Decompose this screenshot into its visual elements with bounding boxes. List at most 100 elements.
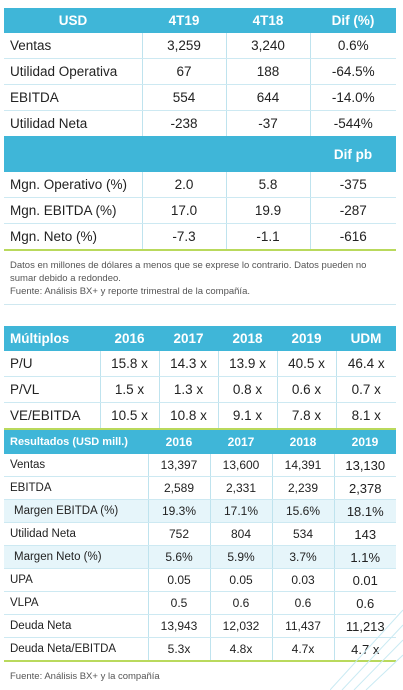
cell: 13,600	[209, 454, 272, 477]
subheader-dif-pb: Dif pb	[310, 136, 396, 172]
table-row: Utilidad Neta -238 -37 -544%	[4, 110, 396, 136]
results-table: Resultados (USD mill.) 2016 2017 2018 20…	[4, 430, 396, 683]
footnote: Datos en millones de dólares a menos que…	[10, 260, 367, 284]
row-label: P/VL	[4, 376, 100, 403]
cell: 0.05	[209, 568, 272, 592]
row-label: Mgn. Neto (%)	[10, 229, 98, 244]
cell: 3,259	[141, 33, 226, 59]
cell: -544%	[309, 110, 396, 136]
subheader-row: Dif pb	[4, 136, 396, 172]
header-year: 2017	[159, 326, 218, 351]
cell: 15.8 x	[99, 351, 159, 377]
cell: 13.9 x	[217, 351, 277, 377]
cell: 46.4 x	[335, 351, 396, 377]
divider	[4, 249, 396, 251]
cell: 0.6 x	[276, 376, 336, 403]
row-label: Mgn. Operativo (%)	[4, 172, 142, 198]
header-4t18: 4T18	[226, 8, 310, 33]
cell: 0.5	[147, 591, 210, 615]
cell: 2,378	[333, 476, 396, 500]
header-year: 2018	[272, 430, 334, 454]
cell: 19.9	[225, 197, 310, 224]
cell: 0.01	[333, 568, 396, 592]
cell: 534	[271, 522, 334, 546]
cell: 7.8 x	[276, 402, 336, 428]
summary-table: USD 4T19 4T18 Dif (%) Ventas 3,259 3,240…	[4, 8, 396, 305]
table-row: Mgn. Neto (%) -7.3 -1.1 -616	[4, 223, 396, 249]
table-row: Mgn. Operativo (%) 2.0 5.8 -375	[4, 172, 396, 198]
cell: 8.1 x	[335, 402, 396, 428]
divider	[4, 660, 396, 662]
cell: -14.0%	[309, 84, 396, 111]
table-row: Utilidad Operativa 67 188 -64.5%	[4, 58, 396, 85]
table-row: Margen EBITDA (%) 19.3% 17.1% 15.6% 18.1…	[4, 499, 396, 523]
header-year: 2016	[148, 430, 210, 454]
table-row: Utilidad Neta 752 804 534 143	[4, 522, 396, 546]
cell: -37	[225, 110, 310, 136]
cell: 0.6	[209, 591, 272, 615]
cell: 15.6%	[271, 499, 334, 523]
row-label: Margen Neto (%)	[4, 545, 148, 569]
cell: 5.6%	[147, 545, 210, 569]
header-usd: USD	[4, 8, 142, 33]
cell: 13,397	[147, 454, 210, 477]
cell: 804	[209, 522, 272, 546]
row-label: Utilidad Neta	[4, 522, 148, 546]
table-row: Deuda Neta 13,943 12,032 11,437 11,213	[4, 614, 396, 638]
cell: 2,331	[209, 476, 272, 500]
header-multiplos: Múltiplos	[4, 326, 100, 351]
cell: -375	[309, 172, 396, 198]
cell: 2,239	[271, 476, 334, 500]
cell: 1.1%	[333, 545, 396, 569]
table-row: UPA 0.05 0.05 0.03 0.01	[4, 568, 396, 592]
cell: 0.6%	[309, 33, 396, 59]
row-label: VLPA	[4, 591, 148, 615]
table-row: Deuda Neta/EBITDA 5.3x 4.8x 4.7x 4.7 x	[4, 637, 396, 660]
row-label: EBITDA	[4, 84, 142, 111]
row-label: Utilidad Neta	[10, 116, 88, 131]
cell: 10.8 x	[158, 402, 218, 428]
cell: 67	[141, 58, 226, 85]
header-year: 2017	[210, 430, 272, 454]
cell: 14,391	[271, 454, 334, 477]
table-row: P/U 15.8 x 14.3 x 13.9 x 40.5 x 46.4 x	[4, 351, 396, 377]
table-row: EBITDA 2,589 2,331 2,239 2,378	[4, 476, 396, 500]
header-dif: Dif (%)	[310, 8, 396, 33]
cell: -7.3	[141, 223, 226, 249]
table-row: P/VL 1.5 x 1.3 x 0.8 x 0.6 x 0.7 x	[4, 376, 396, 403]
cell: 10.5 x	[99, 402, 159, 428]
row-label: Utilidad Operativa	[4, 58, 142, 85]
table-row: Ventas 13,397 13,600 14,391 13,130	[4, 454, 396, 477]
cell: 5.9%	[209, 545, 272, 569]
divider	[4, 304, 396, 305]
row-label: Margen EBITDA (%)	[4, 499, 148, 523]
cell: 0.05	[147, 568, 210, 592]
table-row: Mgn. EBITDA (%) 17.0 19.9 -287	[4, 197, 396, 224]
summary-header-row: USD 4T19 4T18 Dif (%)	[4, 8, 396, 33]
multiples-table: Múltiplos 2016 2017 2018 2019 UDM P/U 15…	[4, 326, 396, 430]
cell: 13,943	[147, 614, 210, 638]
header-4t19: 4T19	[142, 8, 226, 33]
cell: -64.5%	[309, 58, 396, 85]
row-label: VE/EBITDA	[10, 408, 81, 423]
cell: 40.5 x	[276, 351, 336, 377]
cell: 14.3 x	[158, 351, 218, 377]
row-label: Deuda Neta/EBITDA	[10, 643, 117, 655]
cell: 0.6	[271, 591, 334, 615]
cell: -238	[141, 110, 226, 136]
table-row: EBITDA 554 644 -14.0%	[4, 84, 396, 111]
cell: 3,240	[225, 33, 310, 59]
row-label: Mgn. EBITDA (%)	[4, 197, 142, 224]
divider	[4, 428, 396, 430]
table-row: Ventas 3,259 3,240 0.6%	[4, 33, 396, 59]
cell: 2.0	[141, 172, 226, 198]
cell: 0.8 x	[217, 376, 277, 403]
cell: 5.8	[225, 172, 310, 198]
cell: 143	[333, 522, 396, 546]
decorative-lines	[330, 609, 403, 690]
multiples-header-row: Múltiplos 2016 2017 2018 2019 UDM	[4, 326, 396, 351]
row-label: Ventas	[4, 454, 148, 477]
header-year: 2019	[334, 430, 396, 454]
table-row: VE/EBITDA 10.5 x 10.8 x 9.1 x 7.8 x 8.1 …	[4, 402, 396, 428]
cell: 9.1 x	[217, 402, 277, 428]
